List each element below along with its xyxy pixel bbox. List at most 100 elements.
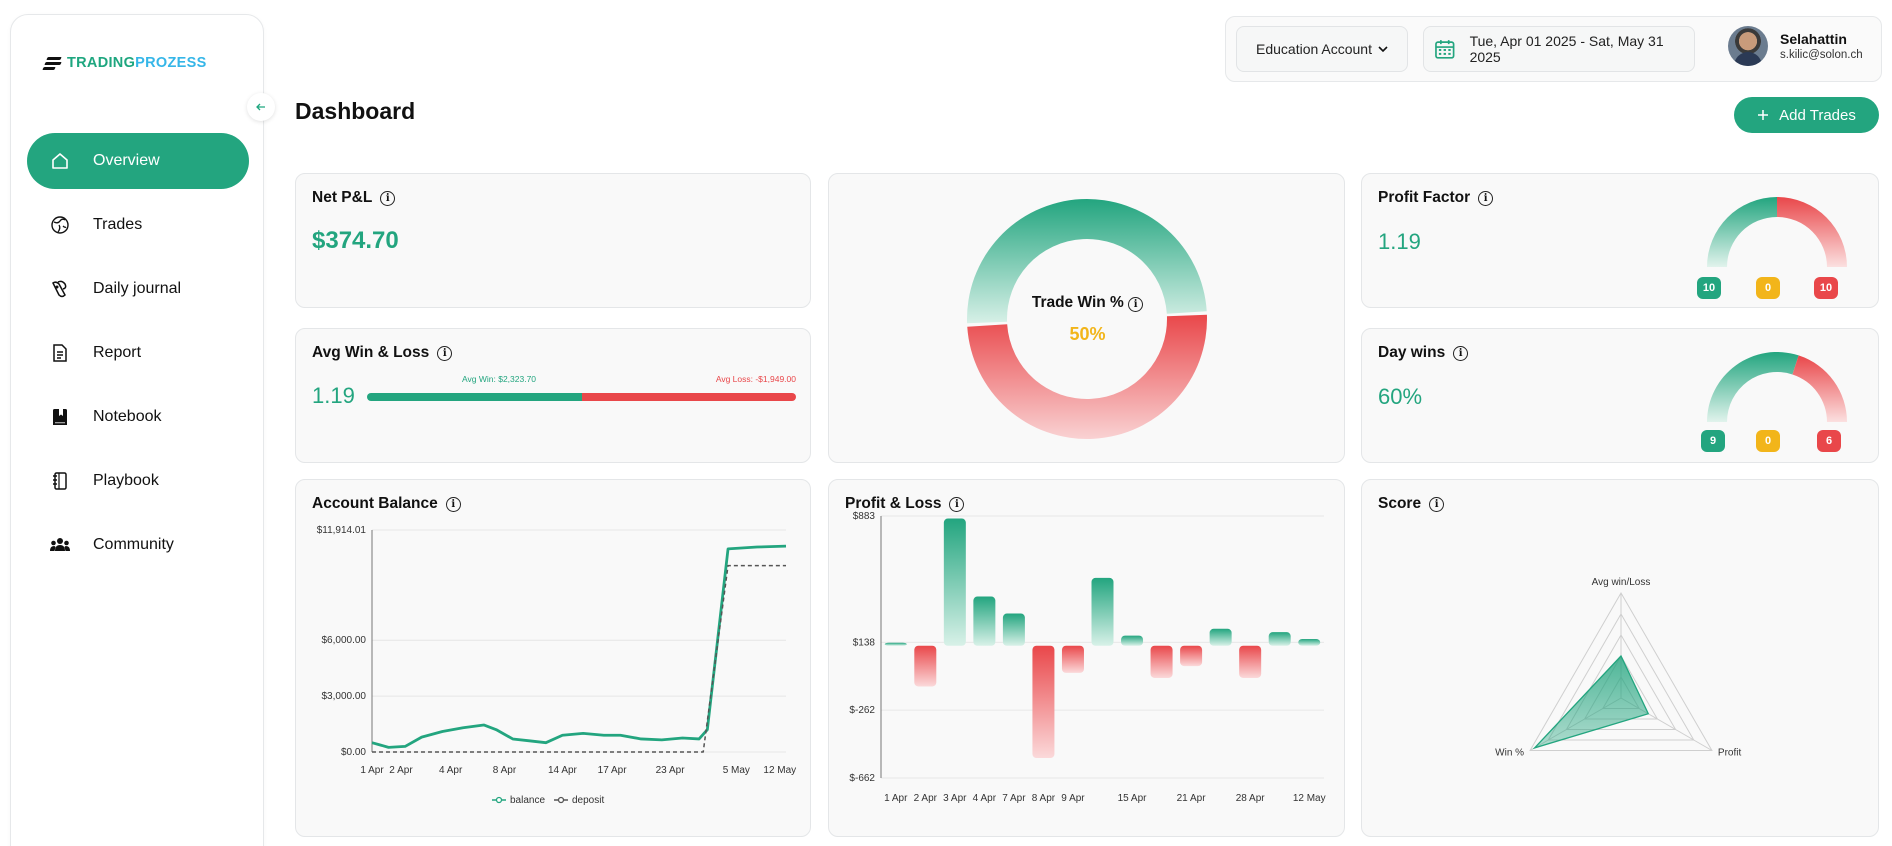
- x-tick-label: 1 Apr: [884, 793, 908, 804]
- trade-win-title-row: Trade Win % i: [829, 294, 1346, 312]
- info-icon[interactable]: i: [1453, 345, 1469, 361]
- pl-bar: [1121, 635, 1144, 646]
- account-balance-title: Account Balance: [312, 495, 438, 512]
- gauge-loss-arc: [1777, 197, 1847, 267]
- info-icon[interactable]: i: [1478, 190, 1494, 206]
- sidebar-item-daily-journal[interactable]: Daily journal: [27, 261, 249, 317]
- account-select-value: Education Account: [1256, 41, 1372, 57]
- pl-bar: [1209, 628, 1232, 646]
- net-pnl-title: Net P&L: [312, 189, 373, 206]
- trade-win-title: Trade Win %: [1031, 294, 1124, 311]
- info-icon[interactable]: i: [1429, 496, 1445, 512]
- home-icon: [49, 150, 71, 172]
- add-trades-label: Add Trades: [1779, 106, 1856, 124]
- series-line-balance: [371, 544, 787, 749]
- y-tick-label: $6,000.00: [322, 635, 367, 646]
- day-wins-gauge: [1707, 352, 1847, 422]
- x-tick-label: 23 Apr: [656, 765, 686, 776]
- user-name: Selahattin: [1780, 31, 1847, 47]
- report-icon: [49, 342, 71, 364]
- pl-bar: [884, 642, 907, 646]
- x-tick-label: 12 May: [1293, 793, 1326, 804]
- account-select[interactable]: Education Account: [1236, 26, 1408, 72]
- loss-segment: [581, 393, 796, 401]
- collapse-sidebar-button[interactable]: [247, 93, 275, 121]
- sidebar-item-label: Daily journal: [93, 280, 182, 297]
- radar-grid: [1565, 634, 1677, 730]
- x-tick-label: 4 Apr: [973, 793, 997, 804]
- user-menu[interactable]: Selahattin s.kilic@solon.ch: [1728, 26, 1863, 66]
- x-tick-label: 28 Apr: [1236, 793, 1266, 804]
- radar-axis-label: Win %: [1495, 748, 1524, 759]
- account-balance-chart: $11,914.01 $6,000.00 $3,000.00 $0.00 1 Apr 2 …: [317, 525, 797, 806]
- losses-badge: 6: [1817, 430, 1841, 452]
- add-trades-button[interactable]: Add Trades: [1734, 97, 1879, 133]
- sidebar-item-playbook[interactable]: Playbook: [27, 453, 249, 509]
- info-icon[interactable]: i: [445, 496, 461, 512]
- pl-bar: [1032, 645, 1055, 758]
- profit-factor-value: 1.19: [1378, 229, 1421, 254]
- brand-name: TRADINGPROZESS: [67, 55, 207, 71]
- x-tick-label: 21 Apr: [1177, 793, 1207, 804]
- sidebar-item-community[interactable]: Community: [27, 517, 249, 573]
- legend-marker: [557, 796, 565, 804]
- x-tick-label: 1 Apr: [360, 765, 384, 776]
- info-icon[interactable]: i: [380, 190, 396, 206]
- pl-bar: [1091, 577, 1114, 646]
- x-tick-label: 2 Apr: [914, 793, 938, 804]
- brand-name-part1: TRADING: [67, 55, 136, 71]
- x-tick-label: 14 Apr: [548, 765, 578, 776]
- logo-icon: [42, 57, 62, 70]
- info-icon[interactable]: i: [437, 345, 453, 361]
- info-icon[interactable]: i: [949, 496, 965, 512]
- donut-loss-segment: [967, 314, 1207, 440]
- top-bar: Education Account Tue, Apr 01 2025 - Sat…: [1225, 16, 1882, 82]
- sidebar-item-overview[interactable]: Overview: [27, 133, 249, 189]
- y-tick-label: $883: [853, 511, 876, 522]
- profit-loss-card: Profit & Loss i $883 $138 $-262 $-662 1 Apr 2 …: [828, 479, 1345, 837]
- day-wins-value: 60%: [1378, 384, 1423, 409]
- y-tick-label: $-262: [849, 705, 875, 716]
- trade-win-card: Trade Win % i 50%: [828, 173, 1345, 463]
- account-balance-card: Account Balance i $11,914.01 $6,000.00 $3,0…: [295, 479, 811, 837]
- profit-loss-title: Profit & Loss: [845, 495, 942, 512]
- sidebar-nav: Overview Trades Daily journal Report: [27, 133, 249, 581]
- x-tick-label: 8 Apr: [493, 765, 517, 776]
- brand-logo[interactable]: TRADINGPROZESS: [42, 55, 207, 71]
- avg-win-label: Avg Win: $2,323.70: [462, 374, 537, 384]
- pl-bar: [973, 596, 996, 646]
- avg-win-loss-title: Avg Win & Loss: [312, 344, 430, 361]
- x-tick-label: 5 May: [723, 765, 750, 776]
- wins-badge: 9: [1701, 430, 1725, 452]
- score-card: Score i Avg win/Loss Win % Profit: [1361, 479, 1879, 837]
- pl-bar: [1268, 632, 1291, 646]
- card-title: Avg Win & Loss i: [312, 344, 453, 362]
- pl-bar: [1239, 645, 1262, 678]
- notebook-icon: [49, 406, 71, 428]
- net-pnl-value: $374.70: [312, 227, 399, 254]
- card-title: Profit Factor i: [1378, 189, 1494, 207]
- sidebar-item-notebook[interactable]: Notebook: [27, 389, 249, 445]
- card-title: Profit & Loss i: [845, 495, 965, 513]
- user-email: s.kilic@solon.ch: [1780, 49, 1863, 61]
- globe-icon: [49, 214, 71, 236]
- profit-factor-gauge: [1707, 197, 1847, 267]
- series-line-deposit: [372, 564, 786, 753]
- date-range-picker[interactable]: Tue, Apr 01 2025 - Sat, May 31 2025: [1423, 26, 1695, 72]
- sidebar-item-trades[interactable]: Trades: [27, 197, 249, 253]
- x-tick-label: 2 Apr: [389, 765, 413, 776]
- sidebar-item-label: Notebook: [93, 408, 162, 425]
- x-tick-label: 12 May: [763, 765, 796, 776]
- radar-grid: [1547, 612, 1695, 741]
- info-icon[interactable]: i: [1128, 297, 1144, 312]
- trade-win-donut: [966, 198, 1207, 440]
- x-tick-label: 4 Apr: [439, 765, 463, 776]
- y-tick-label: $0.00: [341, 747, 366, 758]
- y-tick-label: $-662: [849, 773, 875, 784]
- sidebar-item-report[interactable]: Report: [27, 325, 249, 381]
- day-wins-card: Day wins i 60% 9 0 6: [1361, 328, 1879, 463]
- pl-bar: [914, 645, 937, 687]
- pl-bar: [1180, 645, 1203, 667]
- plus-icon: [1758, 110, 1769, 120]
